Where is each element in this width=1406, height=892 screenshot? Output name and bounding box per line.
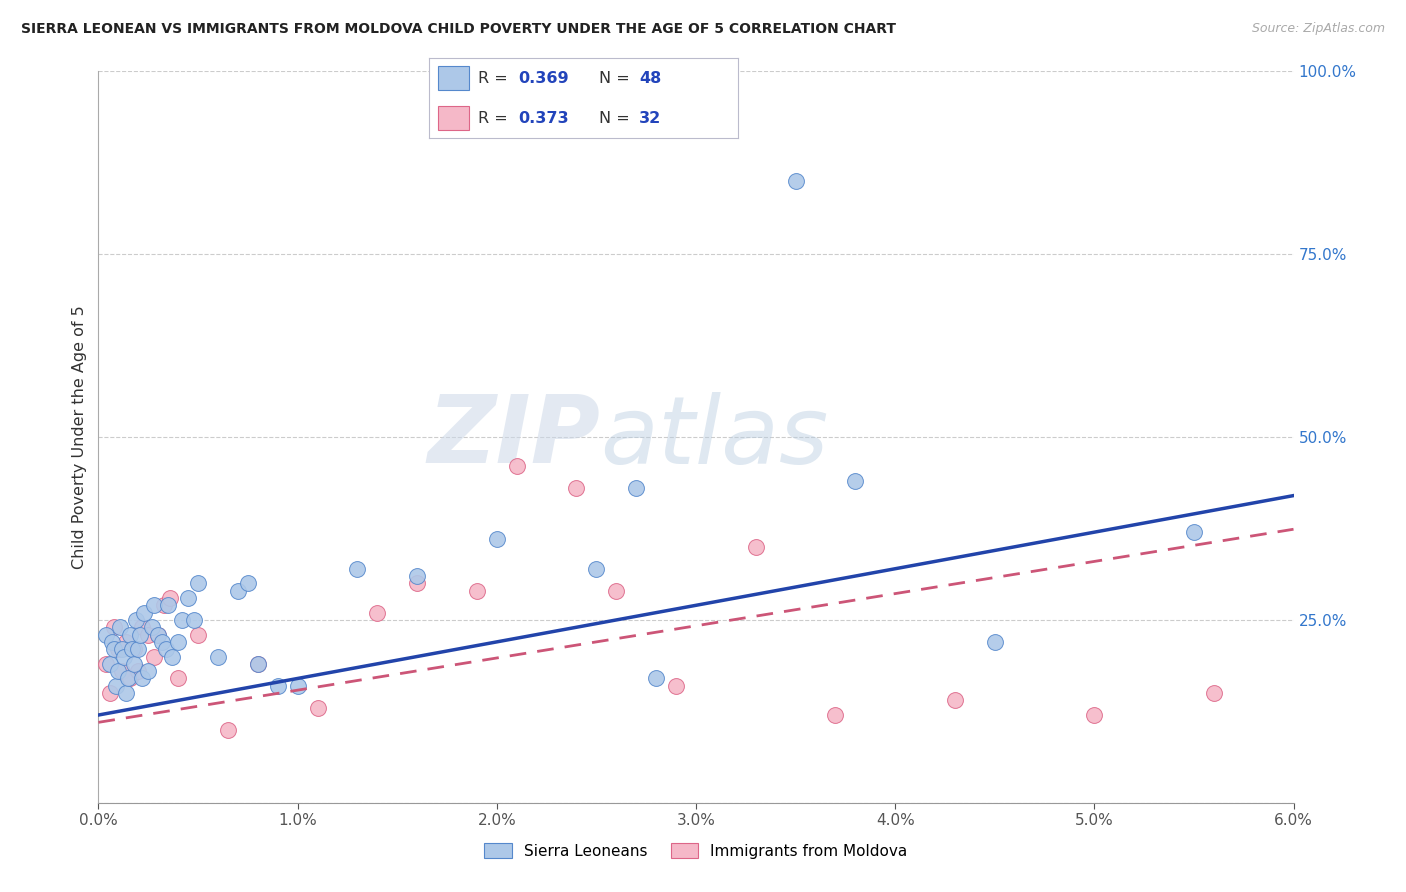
Point (626, 481, 648, 495)
Point (246, 657, 269, 671)
Point (207, 649, 229, 664)
Point (110, 620, 132, 634)
Point (585, 562, 607, 576)
Point (131, 672, 153, 686)
Point (984, 635, 1007, 649)
Point (124, 657, 146, 671)
Point (101, 635, 124, 649)
Point (824, 708, 846, 723)
Point (143, 649, 166, 664)
Point (465, 583, 488, 598)
Point (124, 642, 146, 657)
Point (125, 613, 148, 627)
Point (785, 174, 807, 188)
Point (177, 591, 200, 605)
Point (307, 700, 329, 714)
Point (844, 474, 866, 488)
Point (167, 635, 190, 649)
Point (105, 679, 128, 693)
Point (115, 635, 138, 649)
Point (172, 613, 194, 627)
Point (366, 606, 388, 620)
Text: 48: 48 (640, 70, 661, 86)
Bar (439, 106, 470, 130)
Text: N =: N = (599, 111, 636, 126)
Point (485, 533, 508, 547)
Point (117, 672, 139, 686)
Point (1182, 525, 1205, 540)
Point (148, 627, 170, 641)
Point (98, 657, 122, 671)
Point (1083, 708, 1105, 723)
Point (136, 664, 159, 678)
Point (103, 620, 125, 634)
Point (645, 672, 668, 686)
Point (141, 620, 163, 634)
Point (187, 627, 209, 641)
Text: ZIP: ZIP (427, 391, 600, 483)
Point (103, 642, 125, 657)
Point (246, 657, 269, 671)
Point (160, 649, 183, 664)
Point (127, 664, 149, 678)
Text: N =: N = (599, 70, 636, 86)
Legend: Sierra Leoneans, Immigrants from Moldova: Sierra Leoneans, Immigrants from Moldova (478, 837, 914, 864)
Point (665, 679, 688, 693)
Point (148, 627, 170, 641)
Point (506, 459, 529, 474)
Point (406, 576, 429, 591)
Point (150, 635, 173, 649)
Text: 0.369: 0.369 (519, 70, 569, 86)
Point (605, 583, 627, 598)
Point (226, 583, 249, 598)
Text: 32: 32 (640, 111, 661, 126)
Point (155, 642, 177, 657)
Point (96, 657, 118, 671)
Point (159, 591, 181, 605)
Point (136, 627, 159, 641)
Point (157, 599, 180, 613)
Point (153, 599, 176, 613)
Point (1202, 686, 1225, 700)
Point (98, 686, 122, 700)
Point (406, 569, 429, 583)
Point (134, 606, 156, 620)
Point (120, 672, 142, 686)
Point (112, 649, 135, 664)
Point (287, 679, 309, 693)
Text: atlas: atlas (600, 392, 828, 483)
Point (346, 562, 368, 576)
Y-axis label: Child Poverty Under the Age of 5: Child Poverty Under the Age of 5 (72, 305, 87, 569)
Point (187, 576, 209, 591)
Point (565, 481, 588, 495)
Point (120, 627, 142, 641)
Text: Source: ZipAtlas.com: Source: ZipAtlas.com (1251, 22, 1385, 36)
Point (217, 723, 239, 737)
Bar (439, 66, 470, 90)
Point (267, 679, 290, 693)
Text: R =: R = (478, 70, 513, 86)
Point (96, 627, 118, 641)
Point (131, 620, 153, 634)
Point (121, 642, 143, 657)
Point (127, 642, 149, 657)
Text: R =: R = (478, 111, 513, 126)
Point (111, 664, 134, 678)
Point (115, 686, 138, 700)
Text: 0.373: 0.373 (519, 111, 569, 126)
Point (143, 599, 166, 613)
Point (183, 613, 205, 627)
Point (111, 642, 134, 657)
Point (236, 576, 259, 591)
Point (167, 672, 190, 686)
Point (745, 540, 768, 554)
Point (107, 664, 129, 678)
Point (107, 642, 129, 657)
Text: SIERRA LEONEAN VS IMMIGRANTS FROM MOLDOVA CHILD POVERTY UNDER THE AGE OF 5 CORRE: SIERRA LEONEAN VS IMMIGRANTS FROM MOLDOV… (21, 22, 896, 37)
Point (129, 627, 152, 641)
Point (943, 693, 966, 707)
